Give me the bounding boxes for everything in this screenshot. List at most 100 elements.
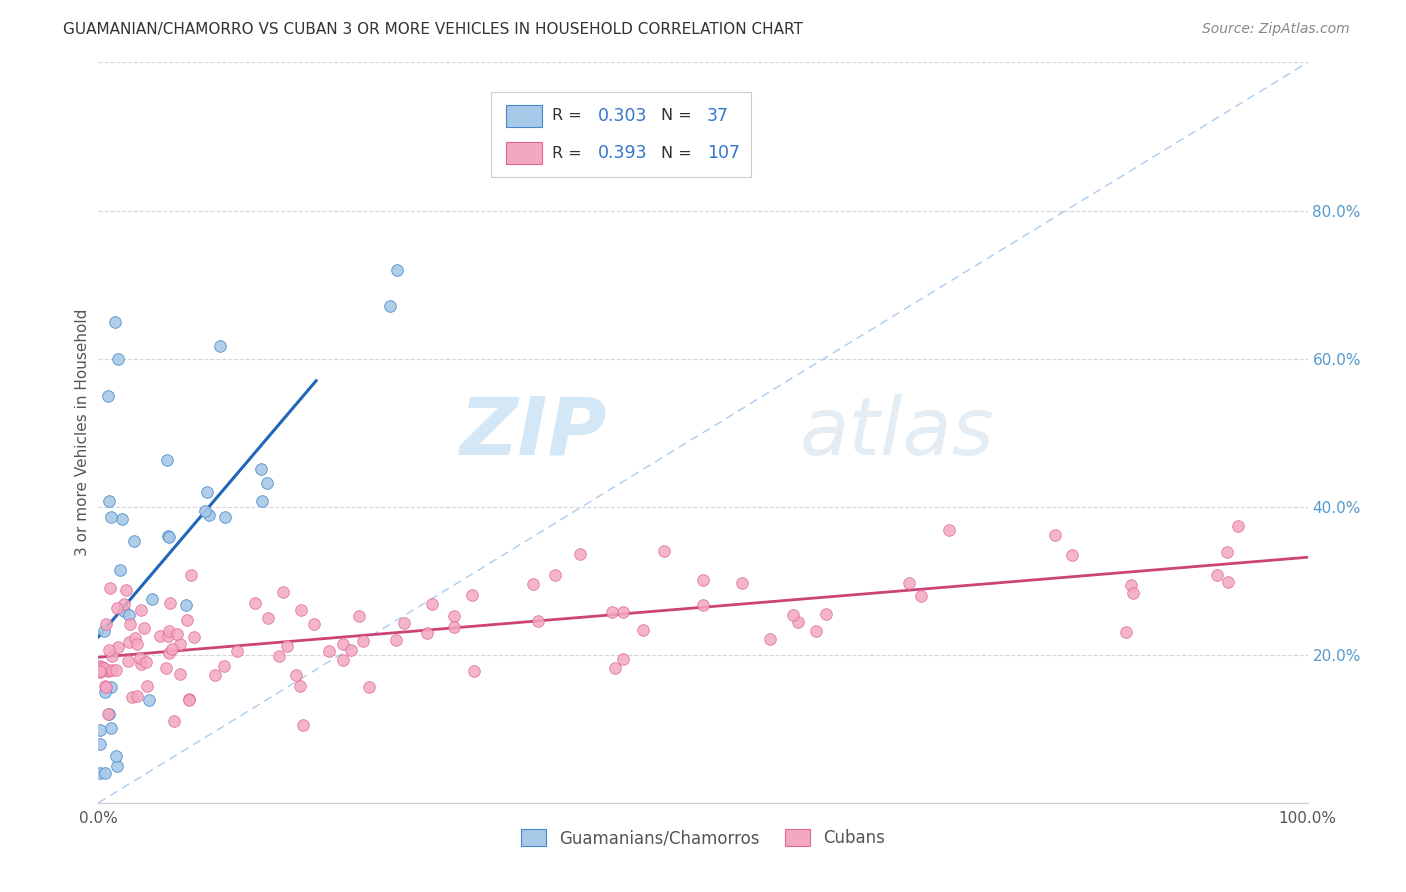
Point	[89, 766, 111, 780]
Point	[204, 668, 226, 682]
Point	[605, 661, 627, 675]
Point	[97, 665, 120, 679]
Point	[94, 617, 117, 632]
Point	[174, 598, 197, 612]
Point	[118, 608, 141, 623]
Point	[443, 608, 465, 623]
Point	[105, 601, 128, 615]
Point	[543, 568, 565, 582]
Point	[93, 624, 115, 638]
Point	[104, 314, 127, 328]
Point	[89, 665, 111, 679]
Point	[612, 605, 634, 619]
Point	[138, 693, 160, 707]
Point	[98, 494, 121, 508]
Point	[107, 351, 129, 366]
Point	[212, 659, 235, 673]
Point	[243, 596, 266, 610]
Point	[214, 509, 236, 524]
Point	[155, 452, 177, 467]
Point	[177, 693, 200, 707]
Point	[269, 648, 291, 663]
Point	[127, 637, 149, 651]
Point	[101, 663, 124, 677]
Point	[692, 598, 714, 612]
Point	[89, 737, 111, 751]
Point	[157, 646, 180, 660]
Point	[98, 643, 121, 657]
Point	[290, 603, 312, 617]
Point	[332, 653, 354, 667]
Point	[731, 576, 754, 591]
Point	[117, 654, 139, 668]
Bar	[506, 142, 543, 164]
Point	[176, 613, 198, 627]
Legend: Guamanians/Chamorros, Cubans: Guamanians/Chamorros, Cubans	[515, 822, 891, 854]
Point	[602, 605, 624, 619]
Point	[100, 680, 122, 694]
Point	[98, 706, 121, 721]
Point	[522, 577, 544, 591]
Point	[1205, 567, 1227, 582]
Point	[121, 690, 143, 704]
Point	[94, 679, 117, 693]
Point	[166, 627, 188, 641]
Point	[157, 530, 180, 544]
Point	[815, 607, 838, 621]
Point	[149, 630, 172, 644]
Point	[135, 679, 157, 693]
Point	[111, 512, 134, 526]
Text: R =: R =	[551, 146, 586, 161]
Point	[89, 723, 111, 737]
Point	[1122, 586, 1144, 600]
Point	[118, 635, 141, 649]
Point	[385, 632, 408, 647]
Point	[758, 632, 780, 646]
Point	[1119, 578, 1142, 592]
Point	[97, 388, 120, 402]
Text: atlas: atlas	[800, 393, 994, 472]
Point	[1062, 548, 1084, 562]
Point	[392, 616, 415, 631]
Point	[104, 663, 127, 677]
Point	[527, 614, 550, 628]
Bar	[506, 104, 543, 127]
Point	[112, 603, 135, 617]
Point	[156, 629, 179, 643]
Point	[569, 547, 592, 561]
Point	[198, 508, 221, 522]
Point	[156, 529, 179, 543]
Point	[100, 721, 122, 735]
FancyBboxPatch shape	[492, 92, 751, 178]
Point	[128, 650, 150, 665]
Point	[141, 591, 163, 606]
Point	[787, 615, 810, 629]
Point	[804, 624, 827, 639]
Point	[177, 692, 200, 706]
Point	[352, 634, 374, 648]
Point	[122, 533, 145, 548]
Point	[100, 649, 122, 664]
Point	[132, 621, 155, 635]
Point	[94, 766, 117, 780]
Point	[105, 758, 128, 772]
Point	[420, 597, 443, 611]
Point	[631, 623, 654, 637]
Point	[96, 663, 118, 677]
Point	[155, 661, 177, 675]
Point	[183, 630, 205, 644]
Point	[169, 666, 191, 681]
Point	[118, 616, 141, 631]
Point	[93, 661, 115, 675]
Point	[443, 620, 465, 634]
Text: 107: 107	[707, 145, 740, 162]
Point	[782, 608, 804, 623]
Y-axis label: 3 or more Vehicles in Household: 3 or more Vehicles in Household	[75, 309, 90, 557]
Point	[163, 714, 186, 728]
Text: 0.303: 0.303	[598, 107, 647, 125]
Point	[938, 523, 960, 537]
Point	[288, 679, 311, 693]
Point	[157, 624, 180, 639]
Point	[897, 576, 920, 591]
Point	[226, 644, 249, 658]
